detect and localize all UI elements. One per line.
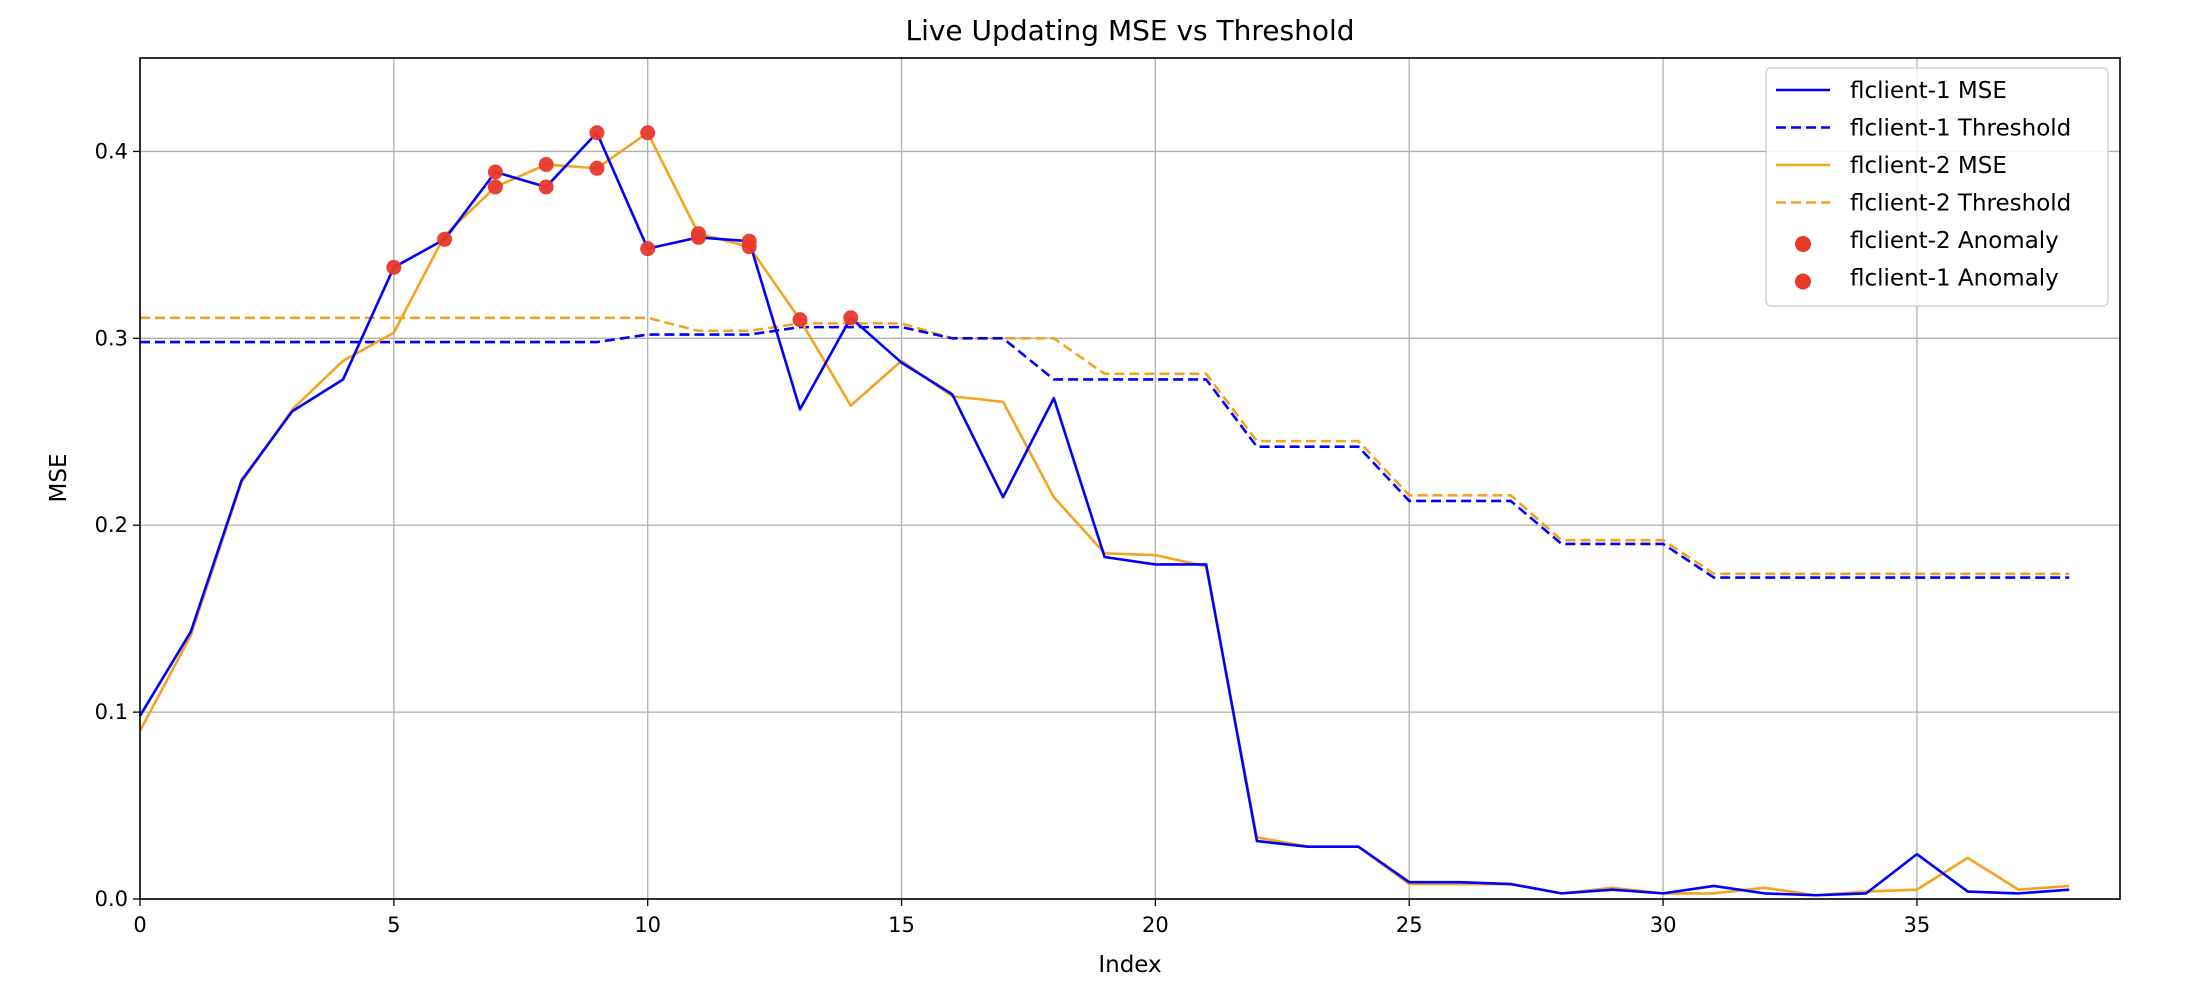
y-tick-label: 0.3: [95, 326, 128, 350]
anomaly-point: [640, 241, 656, 257]
anomaly-point: [487, 179, 503, 195]
anomaly-point: [386, 259, 402, 275]
legend-label: flclient-2 MSE: [1850, 153, 2007, 179]
x-tick-label: 30: [1650, 913, 1677, 937]
x-axis-label: Index: [1098, 952, 1161, 978]
anomaly-point: [437, 231, 453, 247]
legend-label: flclient-1 MSE: [1850, 78, 2007, 104]
plot-frame: [139, 57, 2121, 900]
x-tick-label: 0: [133, 913, 146, 937]
series-line-flclient-1-threshold: [140, 325, 2070, 579]
anomaly-point: [792, 312, 808, 328]
x-tick-label: 10: [634, 913, 661, 937]
y-tick-label: 0.0: [95, 887, 128, 911]
x-tick-label: 35: [1904, 913, 1931, 937]
legend-dot-swatch: [1795, 236, 1811, 252]
legend-box: [1765, 67, 2109, 307]
legend-label: flclient-2 Threshold: [1850, 191, 2071, 217]
x-tick-label: 20: [1142, 913, 1169, 937]
anomaly-point: [589, 160, 605, 176]
chart-title: Live Updating MSE vs Threshold: [905, 14, 1354, 47]
legend-label: flclient-1 Threshold: [1850, 116, 2071, 142]
y-tick-label: 0.2: [95, 513, 128, 537]
anomaly-point: [589, 125, 605, 141]
y-tick-label: 0.1: [95, 700, 128, 724]
legend-dot-swatch: [1795, 273, 1811, 290]
x-tick-label: 25: [1396, 913, 1423, 937]
anomaly-point: [538, 179, 554, 195]
anomaly-point: [640, 125, 656, 141]
legend-label: flclient-2 Anomaly: [1850, 228, 2059, 254]
series-line-flclient-1-mse: [138, 131, 2070, 897]
anomaly-point: [741, 233, 757, 249]
y-tick-label: 0.4: [95, 139, 128, 163]
anomaly-point: [538, 157, 554, 173]
legend: flclient-1 MSE flclient-1 Threshold flclie…: [1765, 67, 2109, 307]
y-axis-label: MSE: [46, 454, 72, 503]
anomaly-point: [843, 310, 859, 326]
x-tick-label: 15: [888, 913, 915, 937]
axis-ticks: 0 5 10 15 20 25 30 35 0.0 0.1 0.2 0.3 0.4: [95, 139, 1931, 937]
series-layer: [138, 131, 2070, 897]
anomaly-point: [487, 164, 503, 180]
x-tick-label: 5: [387, 913, 400, 937]
series-line-flclient-2-threshold: [140, 316, 2070, 576]
legend-label: flclient-1 Anomaly: [1850, 266, 2059, 292]
anomaly-point: [690, 229, 706, 245]
anomaly-layer: [386, 125, 859, 328]
